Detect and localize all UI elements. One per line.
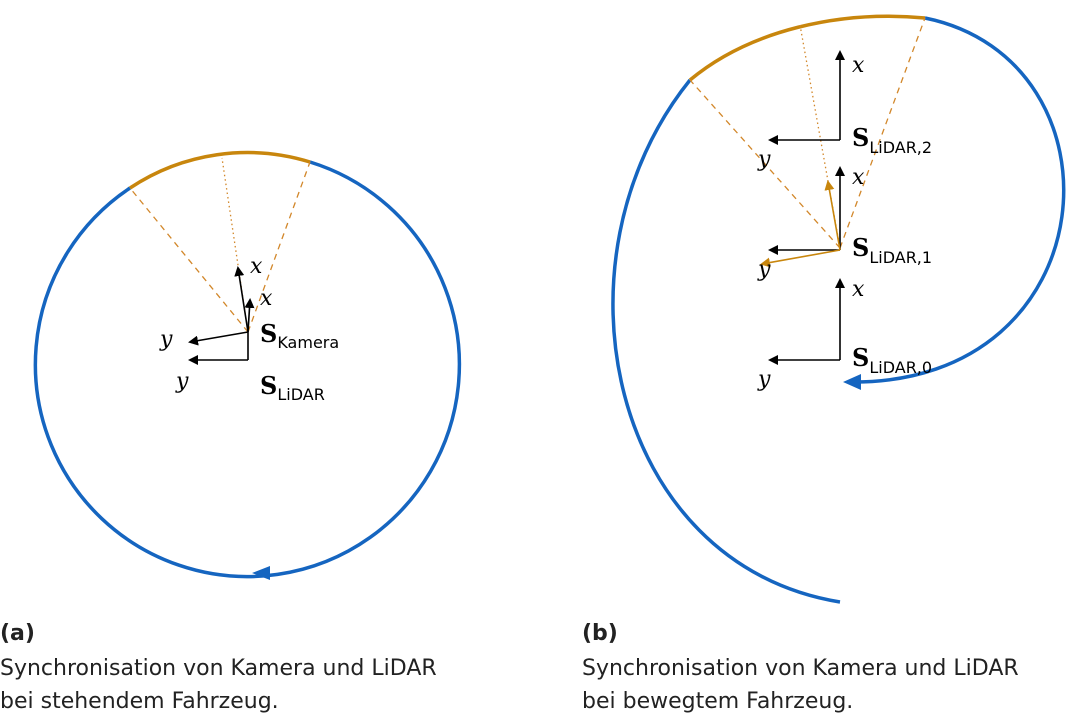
caption: bei bewegtem Fahrzeug. xyxy=(582,689,853,714)
caption: Synchronisation von Kamera und LiDAR xyxy=(582,656,1019,681)
scan-circle xyxy=(33,160,462,579)
panel-b: x y x y x y SLiDAR,2 SLiDAR,1 SLiDAR,0 (… xyxy=(582,14,1066,714)
direction-arrow xyxy=(252,566,270,580)
fov-line xyxy=(839,17,926,249)
axis-label: y xyxy=(159,327,173,352)
frame-label: SLiDAR xyxy=(260,371,325,404)
center-line xyxy=(799,24,841,249)
axis-label: y xyxy=(757,257,771,282)
axis-label: y xyxy=(757,367,771,392)
panel-label: (b) xyxy=(582,621,618,646)
axis-label: y xyxy=(757,147,771,172)
camera-axis xyxy=(824,180,841,251)
frame-label: SKamera xyxy=(260,319,339,352)
frame-label: SLiDAR,1 xyxy=(852,233,932,267)
axis-label: x xyxy=(852,277,865,302)
camera-arc xyxy=(688,14,926,82)
fov-line xyxy=(247,161,311,333)
axis-label: x xyxy=(250,254,263,279)
axis-label: y xyxy=(175,369,189,394)
fov-line xyxy=(689,79,841,249)
direction-arrow xyxy=(843,374,861,390)
fov-line xyxy=(129,187,249,333)
camera-arc xyxy=(129,150,311,190)
axis-label: x xyxy=(852,53,865,78)
axis xyxy=(234,266,249,333)
panel-a: x x y y SKamera SLiDAR (a) Synchronisati… xyxy=(0,150,462,714)
axis-label: x xyxy=(852,165,865,190)
panel-label: (a) xyxy=(0,621,35,646)
camera-axis xyxy=(760,249,841,268)
scan-spiral xyxy=(849,16,1066,384)
caption: bei stehendem Fahrzeug. xyxy=(0,689,279,714)
caption: Synchronisation von Kamera und LiDAR xyxy=(0,656,437,681)
axis-label: x xyxy=(260,286,273,311)
frame-label: SLiDAR,2 xyxy=(852,123,932,157)
axis xyxy=(188,331,249,346)
scan-spiral xyxy=(611,78,841,604)
frame-label: SLiDAR,0 xyxy=(852,343,932,377)
axis xyxy=(244,298,255,333)
